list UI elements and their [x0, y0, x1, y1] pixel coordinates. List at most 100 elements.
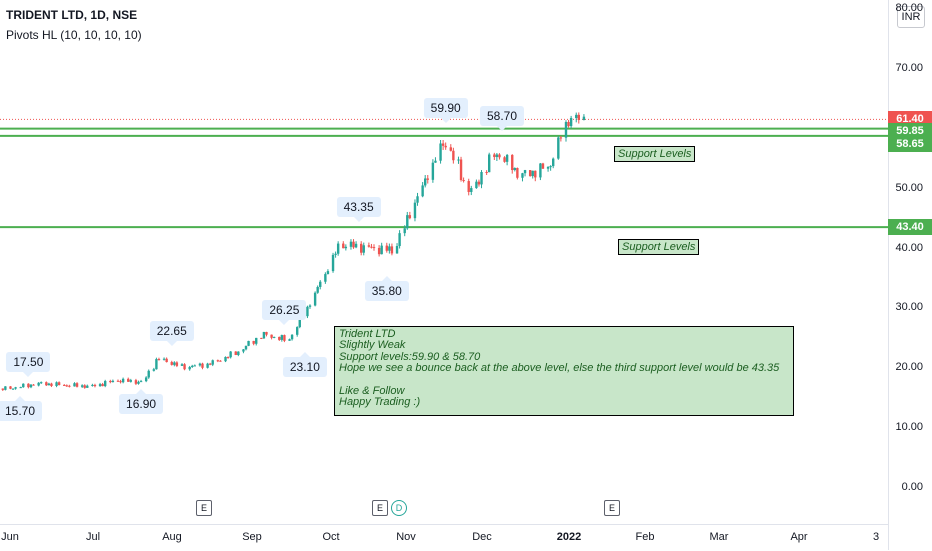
candle-body — [503, 157, 506, 162]
candle-body — [91, 384, 94, 386]
candle-body — [219, 360, 222, 362]
candle-body — [546, 166, 550, 169]
y-tick-label: 50.00 — [895, 181, 923, 194]
candle-body — [416, 196, 419, 203]
candle-body — [370, 246, 373, 248]
candle-body — [1, 388, 5, 390]
candle-body — [101, 384, 104, 387]
candle-body — [157, 359, 161, 361]
candle-body — [513, 167, 516, 171]
x-tick-label: Apr — [790, 531, 808, 543]
earnings-event-marker[interactable]: E — [604, 500, 620, 516]
candle-body — [477, 181, 481, 185]
candle-body — [308, 305, 312, 307]
x-tick-label: Nov — [396, 531, 416, 543]
y-tick-label: 10.00 — [895, 421, 923, 434]
x-tick-label: Jun — [1, 531, 19, 543]
candle-body — [475, 181, 478, 189]
candle-body — [582, 116, 586, 121]
candle-body — [32, 384, 35, 386]
candle-body — [206, 363, 209, 368]
support-levels-label[interactable]: Support Levels — [614, 146, 696, 162]
chart-area[interactable] — [0, 0, 888, 550]
dividend-event-marker[interactable]: D — [391, 500, 407, 516]
candle-body — [93, 384, 97, 387]
x-tick-label: Aug — [162, 531, 182, 543]
candle-body — [73, 383, 76, 387]
candle-body — [488, 154, 491, 173]
candle-body — [208, 363, 212, 365]
candle-body — [37, 382, 40, 386]
candle-body — [198, 363, 202, 366]
candle-body — [534, 170, 537, 178]
candle-body — [406, 215, 409, 229]
candle-body — [421, 185, 424, 197]
candle-body — [116, 380, 120, 382]
pivot-label-low: 16.90 — [119, 388, 164, 414]
candle-body — [134, 380, 138, 384]
candle-body — [498, 154, 501, 158]
ticker-title[interactable]: TRIDENT LTD, 1D, NSE — [6, 8, 138, 22]
pivot-label-low: 35.80 — [364, 275, 409, 301]
candle-body — [45, 382, 48, 386]
candle-body — [104, 381, 107, 387]
note-line: Like & Follow — [339, 384, 405, 397]
candle-body — [255, 337, 258, 344]
candle-body — [260, 337, 263, 339]
candle-body — [27, 383, 30, 388]
candle-body — [511, 154, 514, 171]
candle-body — [47, 383, 51, 386]
candle-body — [22, 383, 25, 388]
candle-body — [288, 339, 291, 341]
candle-body — [252, 340, 255, 344]
candle-body — [265, 331, 268, 335]
y-tick-label: 70.00 — [895, 61, 923, 74]
candle-body — [539, 163, 542, 178]
currency-button[interactable]: INR — [897, 6, 925, 28]
candle-body — [119, 381, 122, 383]
earnings-event-marker[interactable]: E — [196, 500, 212, 516]
support-price-tag: 43.40 — [888, 219, 932, 236]
candle-body — [175, 362, 179, 366]
candle-body — [152, 369, 156, 371]
candle-body — [229, 351, 232, 358]
indicator-label[interactable]: Pivots HL (10, 10, 10, 10) — [6, 28, 142, 42]
candle-body — [296, 327, 299, 335]
y-tick-label: 0.00 — [901, 481, 923, 493]
candle-body — [342, 243, 345, 249]
x-tick-label: Jul — [85, 531, 101, 543]
candle-body — [362, 245, 365, 253]
support-price-tag: 59.85 — [888, 122, 932, 139]
price-axis[interactable]: 0.0010.0020.0030.0040.0050.0060.0070.008… — [888, 0, 932, 550]
candle-body — [86, 385, 89, 388]
candle-body — [40, 382, 43, 384]
candle-body — [367, 245, 371, 247]
candle-body — [523, 170, 527, 174]
time-axis[interactable]: Jun Jul Aug Sep Oct Nov Dec 2022 Feb Mar Apr 3 — [0, 524, 888, 551]
candle-body — [234, 351, 237, 355]
y-tick-label: 80.00 — [895, 2, 923, 14]
note-box[interactable]: Trident LTD Slightly Weak Support levels… — [334, 326, 794, 416]
candle-body — [57, 382, 61, 385]
candle-body — [559, 137, 563, 139]
candle-body — [247, 340, 250, 346]
candle-body — [224, 356, 227, 362]
candle-body — [467, 181, 470, 192]
price-chart[interactable] — [0, 0, 888, 524]
candle-body — [485, 171, 488, 173]
candle-body — [424, 178, 427, 186]
candle-body — [188, 366, 191, 370]
support-levels-label[interactable]: Support Levels — [618, 239, 700, 255]
candle-body — [336, 243, 340, 254]
candle-body — [109, 381, 112, 383]
candle-body — [63, 384, 66, 386]
candle-body — [441, 143, 445, 146]
pivot-label-high: 26.25 — [262, 299, 307, 325]
candle-body — [191, 365, 194, 367]
candle-body — [313, 292, 317, 306]
x-tick-label: Mar — [709, 531, 729, 543]
candle-body — [360, 243, 363, 253]
earnings-event-marker[interactable]: E — [372, 500, 388, 516]
candle-body — [349, 241, 353, 247]
pivot-label-high: 58.70 — [479, 105, 525, 131]
